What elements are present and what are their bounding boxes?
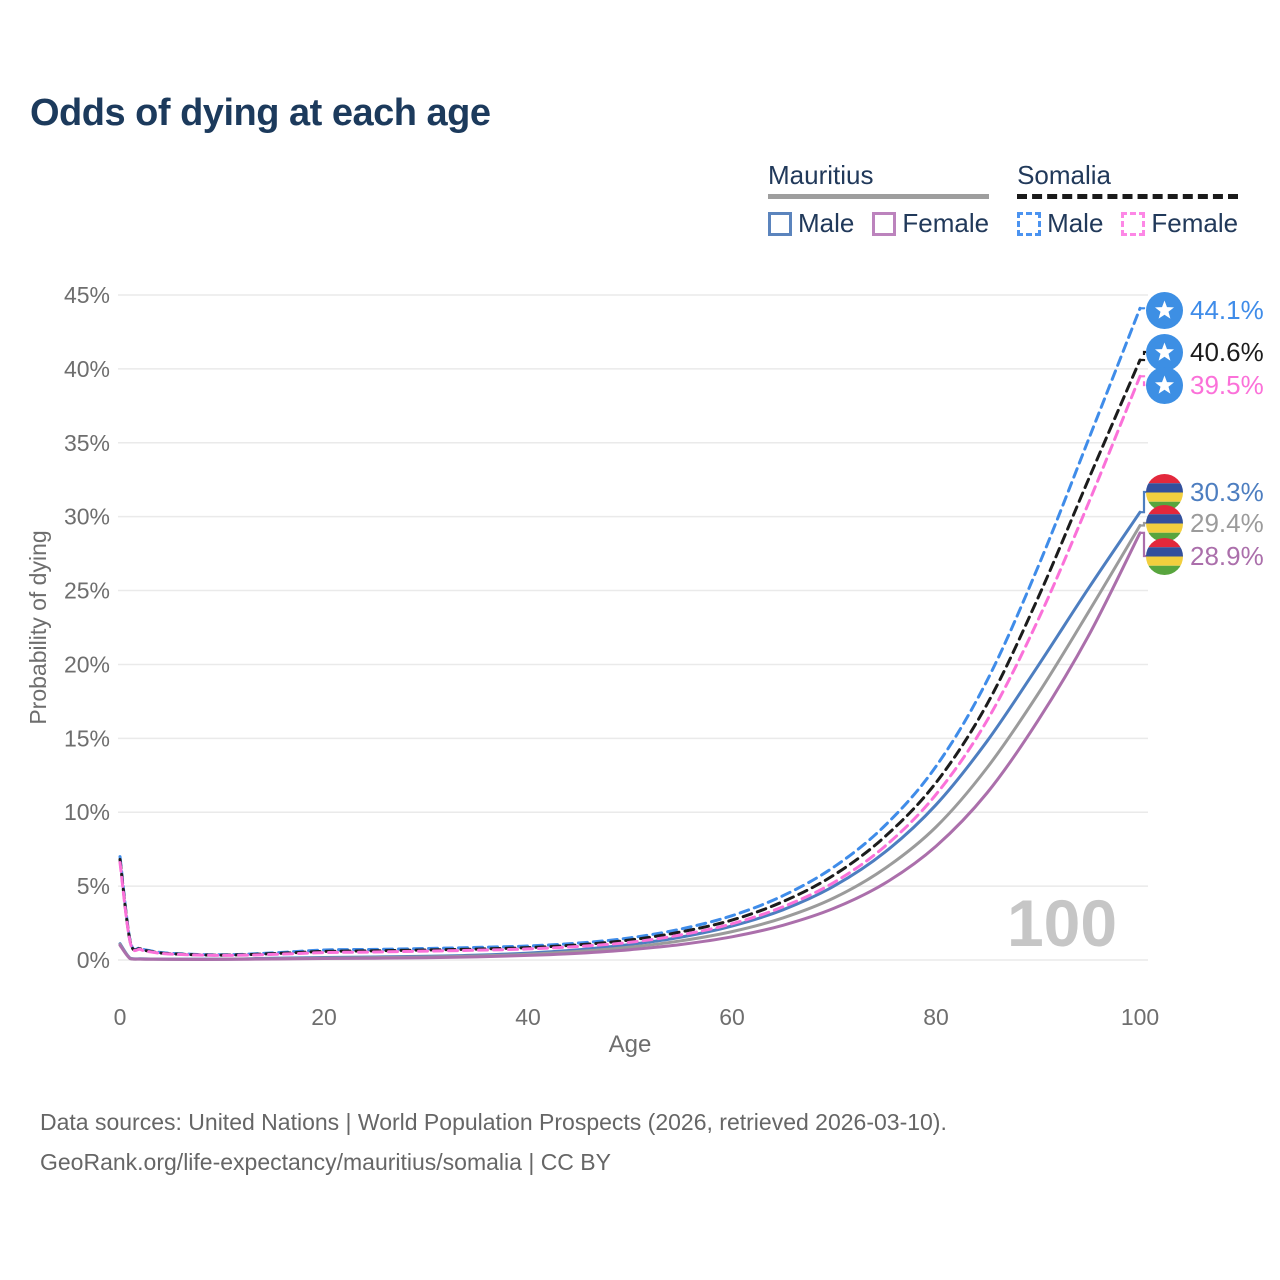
mauritius-flag-icon — [1146, 538, 1183, 575]
x-tick-label: 100 — [1121, 1004, 1159, 1030]
y-tick-label: 45% — [64, 282, 110, 308]
legend-title-mauritius: Mauritius — [768, 160, 874, 190]
chart-legend: Mauritius Male Female Somalia Male — [768, 160, 1239, 239]
end-value-label: 39.5% — [1190, 370, 1264, 400]
data-sources-line: Data sources: United Nations | World Pop… — [40, 1109, 947, 1135]
label-connector — [1140, 350, 1148, 362]
y-tick-label: 5% — [77, 873, 110, 899]
legend-item-mauritius-female: Female — [872, 208, 989, 239]
label-connector — [1140, 375, 1148, 387]
y-tick-label: 0% — [77, 947, 110, 973]
end-value-label: 29.4% — [1190, 508, 1264, 538]
somalia-flag-icon — [1146, 334, 1183, 371]
label-connector — [1140, 307, 1148, 312]
legend-item-label: Female — [902, 208, 990, 238]
y-tick-label: 20% — [64, 651, 110, 677]
mauritius-flag-icon — [1146, 505, 1183, 542]
x-tick-label: 40 — [515, 1004, 541, 1030]
y-tick-label: 15% — [64, 725, 110, 751]
x-tick-label: 60 — [719, 1004, 745, 1030]
legend-item-mauritius-male: Male — [768, 208, 854, 239]
end-label-somalia-female: 39.5% — [1146, 367, 1264, 404]
somalia-flag-icon — [1146, 367, 1183, 404]
y-tick-label: 10% — [64, 799, 110, 825]
data-sources-note: Data sources: United Nations | World Pop… — [40, 1102, 947, 1182]
x-tick-label: 80 — [923, 1004, 949, 1030]
label-connector — [1140, 521, 1148, 527]
page-title: Odds of dying at each age — [30, 92, 491, 134]
x-tick-label: 0 — [114, 1004, 127, 1030]
legend-item-label: Female — [1151, 208, 1239, 238]
series-line-somalia-male[interactable] — [118, 306, 1142, 957]
mauritius-male-swatch-icon — [768, 211, 792, 236]
y-tick-label: 40% — [64, 356, 110, 382]
attribution-line: GeoRank.org/life-expectancy/mauritius/so… — [40, 1149, 611, 1175]
y-tick-label: 25% — [64, 578, 110, 604]
y-axis-title: Probability of dying — [25, 530, 51, 724]
legend-group-mauritius: Mauritius Male Female — [768, 160, 990, 239]
legend-group-somalia: Somalia Male Female — [1017, 160, 1239, 239]
somalia-male-swatch-icon — [1017, 211, 1042, 236]
series-line-mauritius-male[interactable] — [118, 510, 1142, 961]
legend-item-label: Male — [1047, 208, 1104, 238]
legend-item-somalia-male: Male — [1017, 208, 1103, 239]
x-axis-title: Age — [609, 1031, 652, 1058]
legend-title-somalia: Somalia — [1017, 160, 1111, 190]
y-tick-label: 35% — [64, 430, 110, 456]
end-value-label: 40.6% — [1190, 337, 1264, 367]
end-label-somalia-male: 44.1% — [1146, 292, 1264, 329]
somalia-female-swatch-icon — [1121, 211, 1146, 236]
legend-item-somalia-female: Female — [1121, 208, 1238, 239]
y-tick-label: 30% — [64, 504, 110, 530]
end-label-somalia-both: 40.6% — [1146, 334, 1264, 371]
series-line-somalia-female[interactable] — [118, 374, 1142, 957]
end-value-label: 30.3% — [1190, 477, 1264, 507]
label-connector — [1140, 490, 1148, 514]
legend-item-label: Male — [798, 208, 855, 238]
somalia-flag-icon — [1146, 292, 1183, 329]
end-value-label: 44.1% — [1190, 295, 1264, 325]
end-label-mauritius-both: 29.4% — [1146, 505, 1264, 542]
series-line-somalia-both-sexes[interactable] — [118, 358, 1142, 957]
label-connector — [1140, 531, 1148, 558]
end-label-mauritius-female: 28.9% — [1146, 538, 1264, 575]
x-tick-label: 20 — [311, 1004, 337, 1030]
somalia-line-style-icon — [1017, 194, 1239, 199]
mauritius-female-swatch-icon — [872, 211, 897, 236]
age-watermark: 100 — [1007, 886, 1117, 960]
series-line-mauritius-female[interactable] — [118, 531, 1142, 961]
mauritius-line-style-icon — [768, 194, 990, 199]
end-value-label: 28.9% — [1190, 541, 1264, 571]
